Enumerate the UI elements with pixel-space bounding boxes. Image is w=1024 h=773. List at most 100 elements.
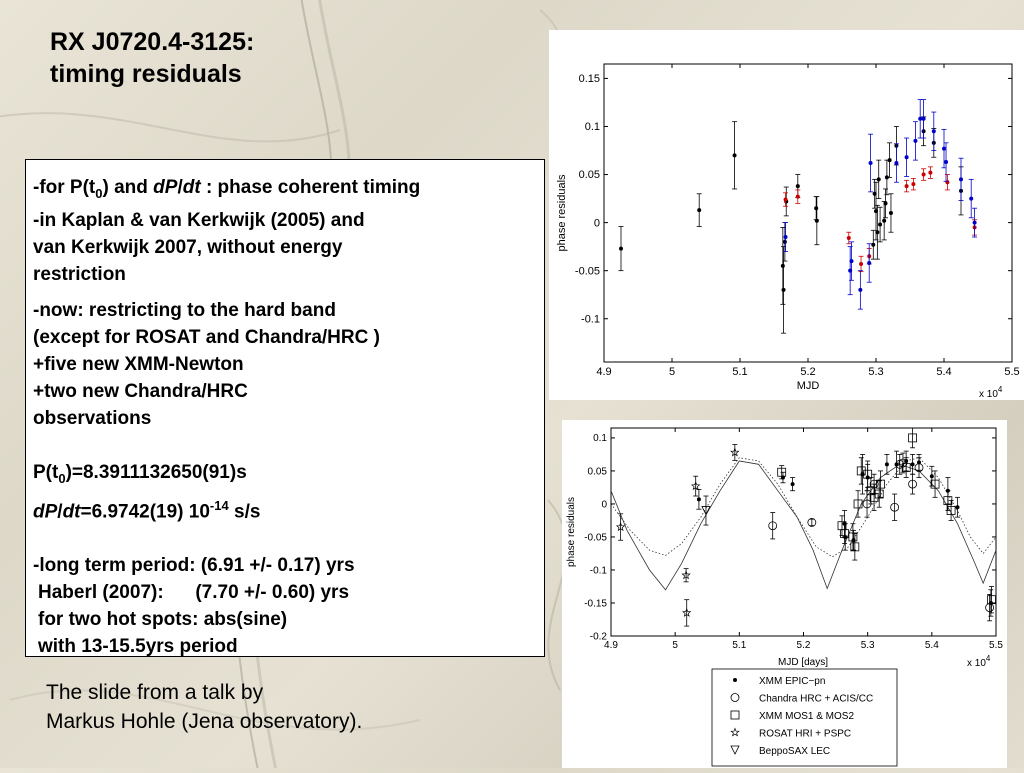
y-tick-label: -0.15 [584, 598, 607, 609]
x-multiplier: x 104 [979, 385, 1003, 400]
y-tick-label: 0.1 [585, 121, 600, 133]
data-point [795, 184, 800, 189]
y-tick-label: -0.05 [575, 265, 600, 277]
data-point [901, 463, 911, 473]
data-point [921, 172, 926, 177]
x-tick-label: 5.4 [925, 640, 939, 651]
data-point [807, 518, 817, 527]
x-axis-label: MJD [797, 380, 820, 392]
data-point [858, 287, 863, 292]
data-point [929, 474, 934, 479]
y-axis-label: phase residuals [566, 497, 577, 567]
timing-residuals-plot-bottom: 4.9 5 5.1 5.2 5.3 5.4 5.5 -0.2 -0.15 -0.1 -0.05 0 0.… [562, 420, 1007, 768]
y-tick-label: -0.05 [584, 532, 607, 543]
data-point [913, 138, 918, 143]
data-point [697, 208, 702, 213]
data-point [904, 155, 909, 160]
data-point [959, 177, 963, 182]
title-line-2: timing residuals [50, 60, 242, 88]
data-point [914, 463, 924, 473]
data-point [795, 194, 800, 199]
plot-frame [610, 427, 997, 637]
data-point [781, 287, 786, 292]
data-point [696, 497, 701, 502]
x-multiplier: x 104 [967, 654, 991, 669]
period-derivative-value: dP/dt=6.9742(19) 10-14 s/s [33, 497, 261, 522]
data-point [730, 693, 740, 702]
x-tick-label: 5.5 [989, 640, 1003, 651]
y-tick-label: 0 [601, 499, 607, 510]
data-point [890, 502, 900, 512]
slide-title: RX J0720.4-3125: timing residuals [50, 26, 254, 90]
data-point [814, 206, 819, 211]
data-point [782, 239, 787, 244]
model-curve-dotted [610, 457, 997, 558]
data-point [888, 211, 893, 215]
data-point [868, 161, 873, 166]
data-point [867, 260, 872, 265]
data-point [681, 607, 692, 617]
data-point [871, 242, 876, 247]
data-point [790, 482, 795, 487]
text-line: -in Kaplan & van Kerkwijk (2005) and [33, 209, 365, 231]
y-tick-label: -0.2 [590, 631, 608, 642]
slide-caption: The slide from a talk by Markus Hohle (J… [46, 678, 362, 736]
x-axis-label: MJD [days] [778, 657, 828, 668]
data-point [883, 201, 888, 206]
data-point [732, 153, 737, 158]
legend-entry: XMM EPIC−pn [759, 676, 825, 687]
data-point [730, 745, 740, 755]
data-point [853, 499, 863, 509]
legend-entry: BeppoSAX LEC [759, 746, 830, 757]
data-point [783, 197, 788, 202]
y-tick-label: 0 [594, 217, 600, 229]
text-line: Haberl (2007): (7.70 +/- 0.60) yrs [38, 581, 350, 603]
x-tick-label: 5.2 [797, 640, 811, 651]
data-point [859, 261, 864, 266]
text-line: -long term period: (6.91 +/- 0.17) yrs [33, 554, 355, 576]
data-point [850, 542, 860, 552]
y-tick-label: 0.05 [588, 466, 608, 477]
data-point [882, 218, 887, 223]
x-tick-label: 5 [672, 640, 678, 651]
data-point [619, 246, 623, 251]
x-tick-label: 5.1 [732, 640, 746, 651]
data-point [944, 160, 949, 165]
legend-entry: Chandra HRC + ACIS/CC [759, 694, 873, 705]
data-point [894, 462, 899, 467]
model-curve-solid [610, 460, 997, 591]
data-point [910, 462, 915, 467]
data-point [921, 116, 926, 121]
caption-line-1: The slide from a talk by [46, 681, 264, 704]
data-point [701, 506, 711, 516]
period-value: P(t0)=8.3911132650(91)s [33, 461, 247, 486]
data-point [955, 505, 960, 510]
summary-text-box: -for P(t0) and dP/dt : phase coherent ti… [25, 159, 545, 657]
data-point [878, 222, 883, 227]
y-tick-label: -0.1 [581, 313, 600, 325]
timing-residuals-plot-top: 4.9 5 5.1 5.2 5.3 5.4 5.5 -0.1 -0.05 0 0.05 0.1 0.15… [549, 30, 1024, 400]
caption-line-2: Markus Hohle (Jena observatory). [46, 710, 363, 733]
legend: XMM EPIC−pn Chandra HRC + ACIS/CC XMM MOS1… [711, 668, 898, 767]
data-point [874, 489, 884, 499]
data-point [846, 235, 851, 240]
data-point [730, 710, 740, 720]
data-point [876, 479, 885, 489]
x-tick-label: 5.2 [800, 366, 815, 378]
data-point [730, 727, 740, 737]
data-point [908, 479, 917, 489]
x-tick-label: 4.9 [596, 366, 611, 378]
text-line: +two new Chandra/HRC [33, 380, 248, 402]
data-point [856, 466, 866, 476]
x-tick-label: 5.5 [1004, 366, 1019, 378]
data-point [969, 196, 974, 201]
data-point [930, 479, 940, 489]
chart-top-svg: 4.9 5 5.1 5.2 5.3 5.4 5.5 -0.1 -0.05 0 0.05 0.1 0.15… [556, 63, 1020, 400]
legend-entry: XMM MOS1 & MOS2 [759, 711, 854, 722]
data-point [884, 462, 889, 467]
data-point [911, 182, 916, 187]
data-point [730, 447, 740, 457]
plot-frame [603, 63, 1013, 363]
data-point [908, 433, 917, 443]
data-point [904, 184, 909, 189]
